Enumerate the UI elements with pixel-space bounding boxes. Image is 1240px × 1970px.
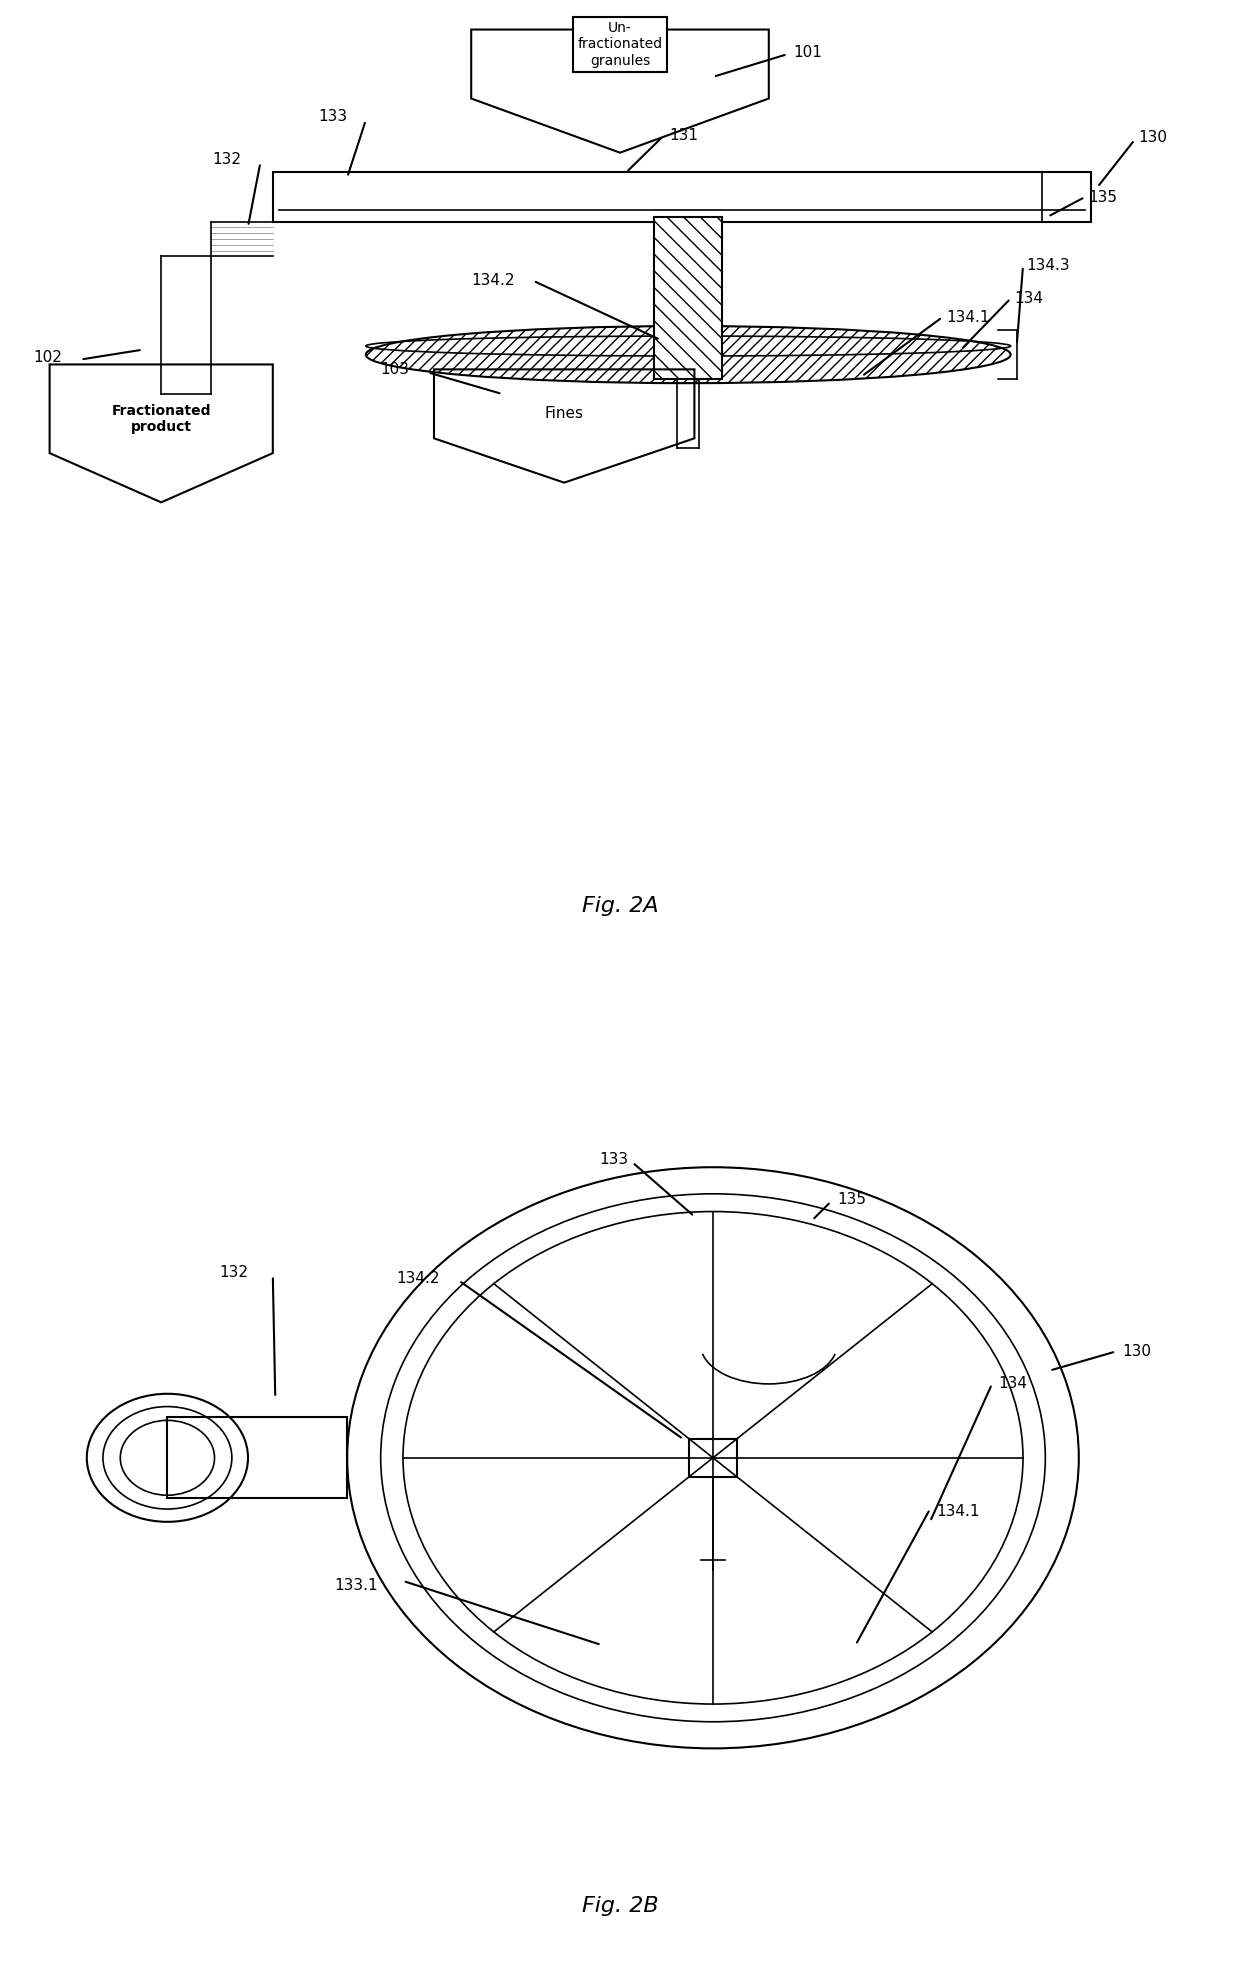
Text: 131: 131 [670,128,698,144]
Bar [655,217,723,378]
Bar [273,171,1091,221]
Text: 132: 132 [219,1265,248,1280]
Text: 134: 134 [998,1377,1027,1391]
Text: 134.2: 134.2 [471,274,515,288]
Text: 134.2: 134.2 [397,1271,440,1286]
Text: 133: 133 [599,1152,629,1166]
Text: Fig. 2B: Fig. 2B [582,1895,658,1917]
Text: 103: 103 [381,362,409,376]
Text: 134.3: 134.3 [1027,258,1070,274]
Text: 132: 132 [213,152,242,167]
Text: 135: 135 [837,1192,866,1208]
Text: 133: 133 [319,108,347,124]
Text: 101: 101 [794,45,822,59]
Bar [689,1438,737,1478]
Text: 130: 130 [1122,1344,1151,1359]
Text: 134.1: 134.1 [936,1505,980,1519]
Text: Un-
fractionated
granules: Un- fractionated granules [578,22,662,67]
Text: 134: 134 [1014,292,1043,305]
Text: 133.1: 133.1 [335,1578,378,1594]
Text: Fractionated
product: Fractionated product [112,404,211,433]
Text: Fines: Fines [544,406,584,422]
Text: 130: 130 [1138,130,1167,146]
Text: 135: 135 [1089,189,1117,205]
Bar [167,1418,347,1497]
Text: 102: 102 [33,351,62,364]
Text: Fig. 2A: Fig. 2A [582,896,658,916]
Ellipse shape [366,325,1011,382]
Text: 134.1: 134.1 [946,309,990,325]
